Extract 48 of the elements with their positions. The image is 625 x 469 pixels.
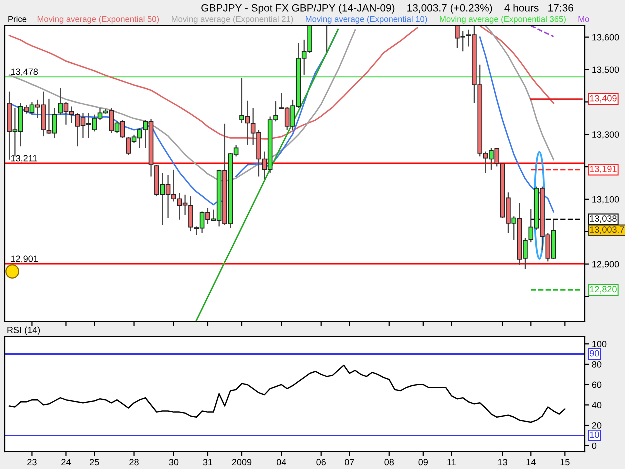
text: 13,003.7 [590,226,624,234]
x-tick-label: 28 [130,459,139,466]
x-tick-label: 31 [203,459,213,466]
ref-line-label: 13,478 [11,68,38,76]
line-series [196,28,340,322]
data-label: 12,820 [590,286,617,294]
y-tick-label: 100 [592,341,607,348]
y-tick-label: 13,300 [592,132,620,140]
line-series [8,364,566,424]
y-tick-label: 0 [592,442,597,450]
data-label: 13,038 [590,216,617,224]
x-tick-label: 24 [62,459,71,466]
y-tick-label: 20 [592,422,602,429]
x-tick-label: 30 [169,459,179,466]
x-tick-label: 2009 [232,459,252,466]
ref-line-label: 90 [590,350,600,357]
x-tick-label: 15 [560,459,570,466]
y-tick-label: 13,600 [592,34,620,42]
chart-title: GBPJPY - Spot FX GBP/JPY (14-JAN-09) 13,003.7 (+0.23%) 4 hours 17:36 [202,4,574,14]
x-tick-label: 04 [277,459,286,466]
data-label: 13,409 [590,95,617,103]
y-axis-title: Price [8,16,27,22]
y-tick-label: 13,500 [592,66,620,74]
ref-line-label: 13,211 [11,155,38,163]
text: Moving average (Exponential 10) [306,16,428,24]
x-tick-label: 06 [316,459,326,466]
y-tick-label: 13,100 [592,196,620,204]
y-tick-label: 60 [592,382,602,388]
x-tick-label: 25 [90,459,100,466]
x-tick-label: 14 [526,459,536,466]
ref-line-label: 10 [590,432,600,438]
x-tick-label: 11 [448,459,456,466]
y-tick-label: 12,900 [592,261,620,269]
text: Moving average (Exponential 50) [38,16,160,24]
x-tick-label: 08 [384,459,394,466]
x-tick-label: 07 [345,459,354,466]
y-tick-label: 40 [592,402,602,409]
y-tick-label: 80 [592,361,602,368]
x-tick-label: 23 [28,459,37,466]
x-tick-label: 09 [418,459,428,466]
ref-line-label: 12,901 [11,256,38,264]
legend-label: Moving average (Exponential 365) [440,16,566,24]
text: Moving average (Exponential 21) [172,16,294,24]
line-series [530,26,555,38]
x-tick-label: 13 [498,459,508,466]
chart-title: RSI (14) [8,326,40,336]
data-label: 13,191 [590,166,617,174]
text: Mo [578,16,590,22]
